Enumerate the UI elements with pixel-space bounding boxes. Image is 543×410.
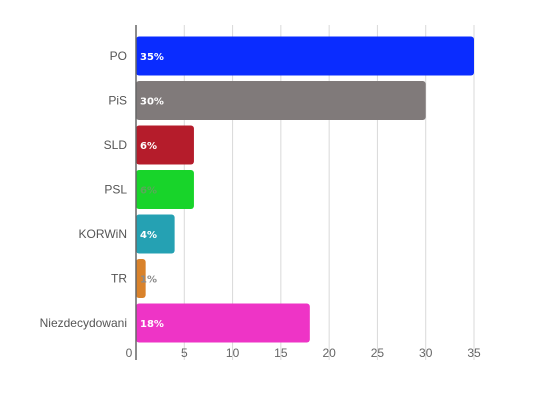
data-label: 4% <box>140 230 157 241</box>
data-label: 6% <box>140 186 157 197</box>
bar <box>136 170 194 209</box>
x-tick-label: 20 <box>322 346 336 360</box>
grid-lines <box>183 25 475 360</box>
category-label: SLD <box>104 138 128 152</box>
bar <box>136 259 146 298</box>
x-tick-label: 15 <box>274 346 288 360</box>
category-labels: PO PiS SLD PSL KORWiN TR Niezdecydowani <box>40 49 128 330</box>
x-tick-label: 5 <box>181 346 188 360</box>
bar <box>136 214 175 254</box>
data-label: 1% <box>140 275 157 286</box>
category-label: PSL <box>104 183 127 197</box>
bars <box>136 36 474 343</box>
data-label: 6% <box>140 141 157 152</box>
bar <box>136 125 194 165</box>
bar <box>136 303 310 343</box>
bar <box>136 81 426 120</box>
data-label: 30% <box>140 97 164 108</box>
category-label: PiS <box>108 94 127 108</box>
data-labels: 35% 30% 6% 6% 4% 1% 18% <box>140 52 164 330</box>
data-label: 35% <box>140 52 164 63</box>
x-tick-labels: 0 5 10 15 20 25 30 35 <box>126 346 481 360</box>
category-label: PO <box>110 49 127 63</box>
x-tick-label: 0 <box>126 346 133 360</box>
data-label: 18% <box>140 319 164 330</box>
x-tick-label: 10 <box>226 346 240 360</box>
category-label: KORWiN <box>79 227 127 241</box>
x-tick-label: 35 <box>467 346 481 360</box>
category-label: Niezdecydowani <box>40 316 127 330</box>
category-label: TR <box>111 272 127 286</box>
x-tick-label: 25 <box>371 346 385 360</box>
x-tick-label: 30 <box>419 346 433 360</box>
bar <box>136 36 474 76</box>
